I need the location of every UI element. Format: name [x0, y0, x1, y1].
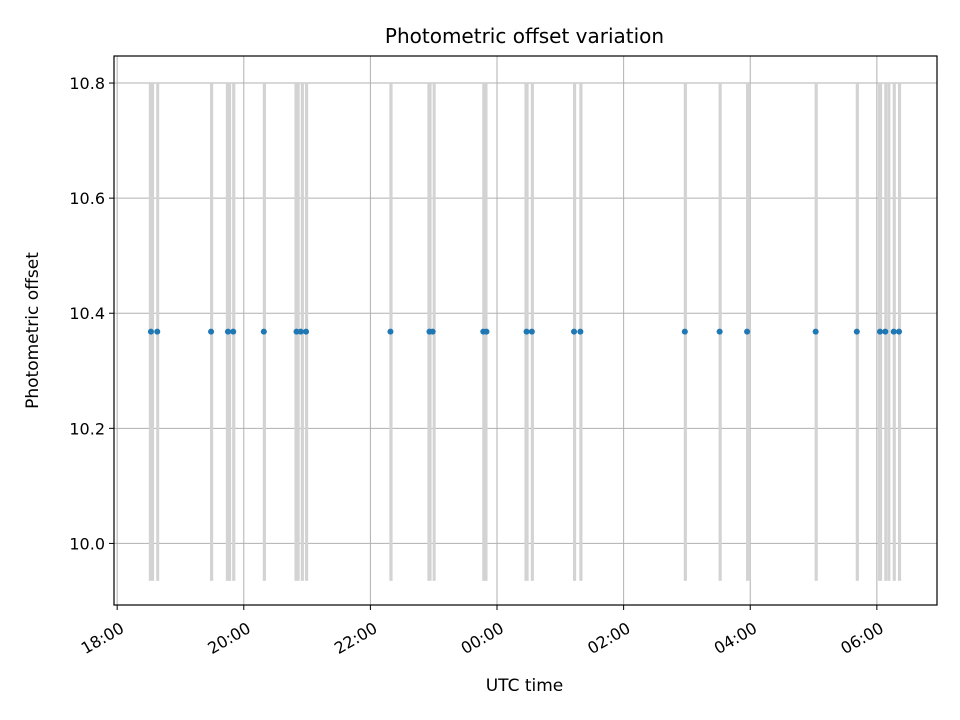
- x-tick-label: 06:00: [837, 618, 886, 658]
- data-point: [208, 328, 215, 335]
- data-point: [230, 328, 237, 335]
- data-point: [523, 328, 530, 335]
- data-point: [260, 328, 267, 335]
- data-point: [577, 328, 584, 335]
- data-point: [882, 328, 889, 335]
- data-point: [716, 328, 723, 335]
- data-point: [387, 328, 394, 335]
- x-tick-label: 00:00: [458, 618, 507, 658]
- data-point: [528, 328, 535, 335]
- data-point: [812, 328, 819, 335]
- plot-area: 18:00 20:00 22:00 00:00 02:00 04:00 06:00 10.0 1…: [69, 55, 938, 658]
- exposure-band: [887, 83, 891, 581]
- data-point: [154, 328, 161, 335]
- x-axis-label: UTC time: [486, 676, 564, 696]
- data-point: [744, 328, 751, 335]
- y-tick-label: 10.4: [69, 304, 105, 323]
- x-tick-label: 04:00: [711, 618, 760, 658]
- data-point: [896, 328, 903, 335]
- data-point: [293, 328, 300, 335]
- data-point: [890, 328, 897, 335]
- x-tick-label: 20:00: [204, 618, 253, 658]
- x-tick-label: 02:00: [584, 618, 633, 658]
- data-point: [571, 328, 578, 335]
- data-point: [681, 328, 688, 335]
- data-point: [297, 328, 304, 335]
- chart-title: Photometric offset variation: [385, 24, 664, 48]
- data-point: [853, 328, 860, 335]
- axes-frame: [113, 55, 938, 606]
- x-tick-label: 22:00: [331, 618, 380, 658]
- data-point: [877, 328, 884, 335]
- data-point: [303, 328, 310, 335]
- y-tick-label: 10.8: [69, 74, 105, 93]
- y-axis-label: Photometric offset: [23, 252, 43, 409]
- data-point: [224, 328, 231, 335]
- data-point: [483, 328, 490, 335]
- data-point: [147, 328, 154, 335]
- data-point: [429, 328, 436, 335]
- x-tick-label: 18:00: [78, 618, 127, 658]
- y-tick-label: 10.0: [69, 534, 105, 553]
- y-tick-label: 10.6: [69, 189, 105, 208]
- y-tick-label: 10.2: [69, 419, 105, 438]
